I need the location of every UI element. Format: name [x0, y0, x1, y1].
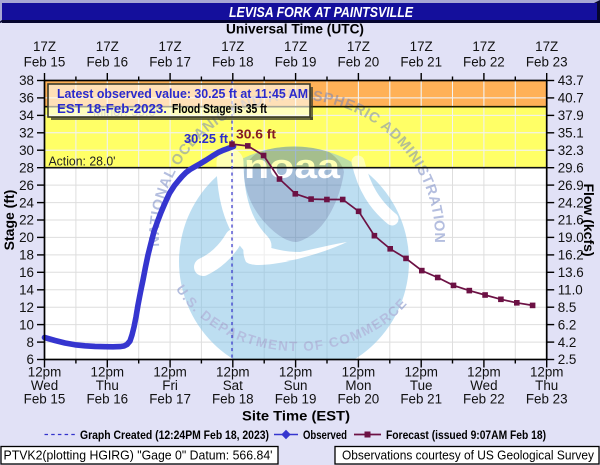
svg-text:Feb 21: Feb 21	[400, 55, 442, 70]
svg-text:Site Time (EST): Site Time (EST)	[242, 409, 350, 424]
svg-text:Sat: Sat	[223, 378, 243, 393]
svg-text:12pm: 12pm	[216, 365, 250, 380]
svg-text:Sun: Sun	[284, 378, 308, 393]
svg-text:19.0: 19.0	[558, 230, 584, 245]
svg-text:Thu: Thu	[535, 378, 558, 393]
svg-text:17Z: 17Z	[535, 39, 558, 54]
svg-text:12pm: 12pm	[28, 365, 62, 380]
svg-text:12pm: 12pm	[279, 365, 313, 380]
svg-text:38: 38	[19, 73, 34, 88]
svg-text:8: 8	[27, 335, 34, 350]
svg-text:21.6: 21.6	[558, 213, 584, 228]
svg-text:4.2: 4.2	[558, 335, 577, 350]
svg-text:2.5: 2.5	[558, 352, 577, 367]
svg-text:40.7: 40.7	[558, 91, 584, 106]
svg-text:6: 6	[27, 352, 34, 367]
svg-text:Universal Time (UTC): Universal Time (UTC)	[226, 22, 364, 37]
svg-text:Flow (kcfs): Flow (kcfs)	[581, 183, 597, 256]
svg-text:17Z: 17Z	[221, 39, 244, 54]
svg-text:Action: 28.0': Action: 28.0'	[49, 155, 116, 169]
svg-text:26: 26	[19, 178, 34, 193]
svg-text:13.6: 13.6	[558, 265, 584, 280]
svg-text:Forecast (issued 9:07AM Feb 18: Forecast (issued 9:07AM Feb 18)	[386, 428, 546, 442]
svg-text:Feb 19: Feb 19	[275, 392, 317, 407]
svg-text:6.2: 6.2	[558, 317, 577, 332]
svg-text:17Z: 17Z	[410, 39, 433, 54]
svg-text:12pm: 12pm	[342, 365, 376, 380]
svg-text:16.2: 16.2	[558, 248, 584, 263]
svg-text:28: 28	[19, 160, 34, 175]
svg-text:43.7: 43.7	[558, 73, 584, 88]
svg-text:Feb 22: Feb 22	[463, 392, 505, 407]
svg-text:26.9: 26.9	[558, 178, 584, 193]
svg-text:Tue: Tue	[410, 378, 433, 393]
svg-text:Feb 22: Feb 22	[463, 55, 505, 70]
svg-text:Feb 18: Feb 18	[212, 55, 254, 70]
svg-text:8.5: 8.5	[558, 300, 577, 315]
svg-text:Feb 23: Feb 23	[526, 392, 568, 407]
svg-text:Feb 16: Feb 16	[86, 392, 128, 407]
svg-text:17Z: 17Z	[159, 39, 182, 54]
svg-text:36: 36	[19, 91, 34, 106]
svg-text:18: 18	[19, 248, 34, 263]
svg-text:Feb 20: Feb 20	[338, 55, 380, 70]
svg-text:17Z: 17Z	[284, 39, 307, 54]
svg-text:Feb 15: Feb 15	[24, 392, 66, 407]
svg-text:Observed: Observed	[303, 428, 347, 442]
svg-text:11.0: 11.0	[558, 282, 583, 297]
svg-text:Feb 15: Feb 15	[24, 55, 66, 70]
svg-text:Feb 19: Feb 19	[275, 55, 317, 70]
svg-text:10: 10	[19, 317, 34, 332]
svg-text:Wed: Wed	[470, 378, 497, 393]
svg-text:Feb 17: Feb 17	[149, 55, 191, 70]
svg-text:12: 12	[19, 300, 34, 315]
svg-text:24.2: 24.2	[558, 195, 584, 210]
svg-text:Latest observed value: 30.25 f: Latest observed value: 30.25 ft at 11:45…	[57, 86, 308, 101]
svg-text:Feb 21: Feb 21	[400, 392, 442, 407]
svg-text:22: 22	[19, 213, 34, 228]
svg-text:PTVK2(plotting HGIRG) "Gage 0": PTVK2(plotting HGIRG) "Gage 0" Datum: 56…	[4, 448, 273, 463]
svg-text:12pm: 12pm	[91, 365, 125, 380]
svg-text:Feb 18: Feb 18	[212, 392, 254, 407]
svg-text:14: 14	[19, 282, 34, 297]
svg-text:34: 34	[19, 108, 34, 123]
svg-text:EST 18-Feb-2023.: EST 18-Feb-2023.	[57, 101, 167, 116]
svg-text:16: 16	[19, 265, 34, 280]
svg-text:12pm: 12pm	[467, 365, 501, 380]
svg-text:12pm: 12pm	[153, 365, 187, 380]
svg-text:37.9: 37.9	[558, 108, 584, 123]
svg-text:Stage (ft): Stage (ft)	[1, 190, 17, 251]
svg-text:17Z: 17Z	[347, 39, 370, 54]
svg-text:17Z: 17Z	[472, 39, 495, 54]
svg-text:Feb 17: Feb 17	[149, 392, 191, 407]
svg-text:32: 32	[19, 126, 34, 141]
svg-text:12pm: 12pm	[530, 365, 564, 380]
svg-text:Fri: Fri	[162, 378, 178, 393]
svg-text:Graph Created (12:24PM Feb 18,: Graph Created (12:24PM Feb 18, 2023)	[80, 428, 269, 442]
svg-text:Feb 20: Feb 20	[338, 392, 380, 407]
svg-text:30: 30	[19, 143, 34, 158]
svg-text:Observations courtesy of US Ge: Observations courtesy of US Geological S…	[342, 448, 594, 463]
svg-text:30.25 ft: 30.25 ft	[184, 131, 229, 146]
svg-text:Feb 16: Feb 16	[86, 55, 128, 70]
svg-text:30.6 ft: 30.6 ft	[236, 127, 277, 142]
svg-text:32.3: 32.3	[558, 143, 584, 158]
svg-text:LEVISA FORK AT PAINTSVILLE: LEVISA FORK AT PAINTSVILLE	[229, 5, 414, 21]
svg-text:Feb 23: Feb 23	[526, 55, 568, 70]
svg-text:Flood Stage is 35 ft: Flood Stage is 35 ft	[172, 101, 268, 116]
svg-text:12pm: 12pm	[404, 365, 438, 380]
svg-text:29.6: 29.6	[558, 160, 584, 175]
svg-text:Wed: Wed	[31, 378, 58, 393]
svg-text:Thu: Thu	[96, 378, 119, 393]
svg-text:17Z: 17Z	[96, 39, 119, 54]
svg-text:20: 20	[19, 230, 34, 245]
svg-text:35.1: 35.1	[558, 126, 584, 141]
svg-text:Mon: Mon	[345, 378, 371, 393]
svg-text:17Z: 17Z	[33, 39, 56, 54]
svg-text:24: 24	[19, 195, 34, 210]
